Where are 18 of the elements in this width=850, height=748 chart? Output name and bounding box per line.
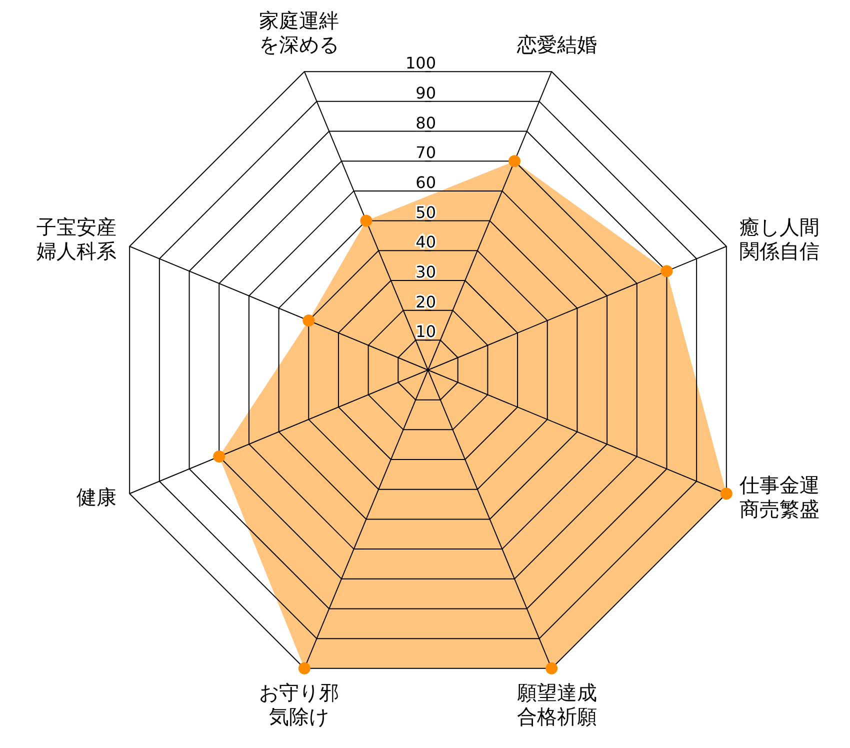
y-tick-label: 50 [416,202,436,222]
spoke-label: 恋愛結婚 [516,32,597,57]
spoke-label: 子宝安産婦人科系 [36,215,117,264]
spoke-label: お守り邪気除け [259,680,340,728]
y-tick-label: 60 [416,172,436,192]
y-tick-label: 20 [416,292,436,312]
y-tick-label: 30 [416,262,436,282]
y-tick-label: 90 [416,83,436,102]
spoke-label: 願望達成合格祈願 [516,680,597,728]
spoke-label: 癒し人間関係自信 [739,215,820,264]
y-tick-label: 10 [416,322,436,342]
y-tick-label: 70 [416,143,436,162]
y-tick-label: 40 [416,232,436,252]
spoke-label: 仕事金運商売繁盛 [738,472,820,521]
y-tick-label: 80 [416,113,436,132]
spoke-label: 健康 [76,484,117,509]
spoke-label: 家庭運絆を深める [259,8,340,57]
y-tick-label: 100 [405,54,436,73]
